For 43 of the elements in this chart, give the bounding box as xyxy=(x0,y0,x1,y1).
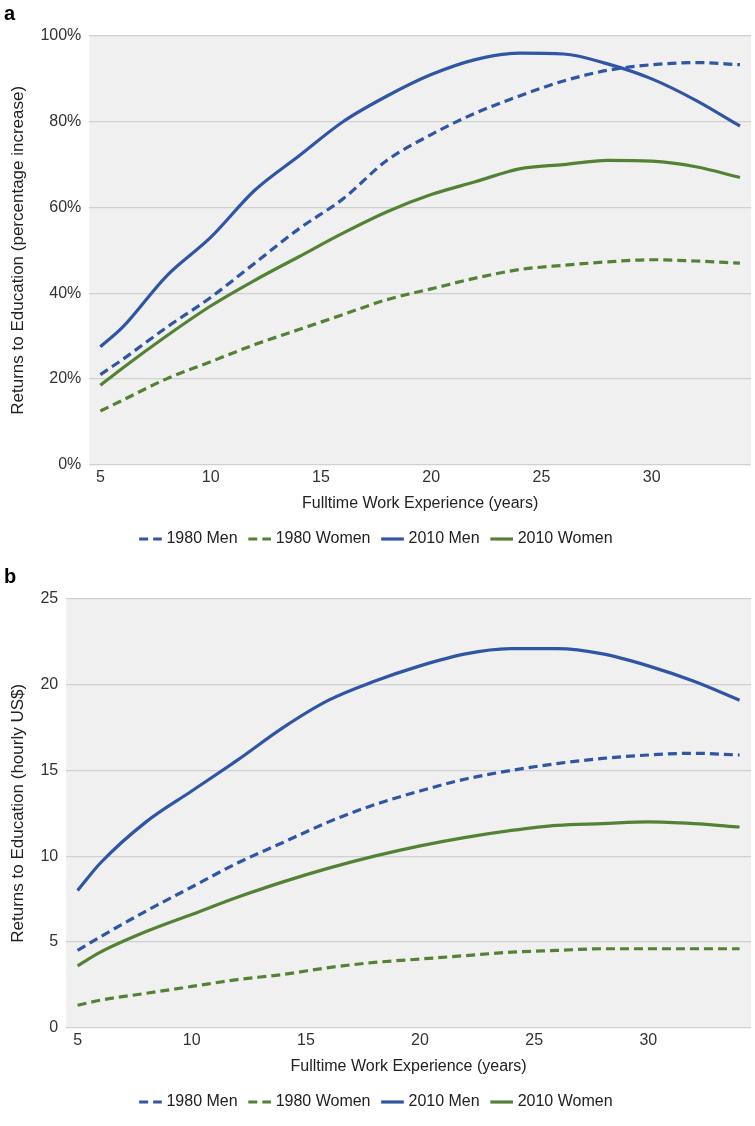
y-tick-label: 40% xyxy=(49,283,82,301)
legend-label: 2010 Women xyxy=(517,529,613,547)
line-series xyxy=(76,647,742,893)
line-series xyxy=(98,158,742,387)
legend-label: 2010 Men xyxy=(408,1092,480,1110)
x-tick-label: 25 xyxy=(532,467,551,485)
legend-label: 1980 Men xyxy=(166,529,238,547)
x-tick-label: 20 xyxy=(411,1030,430,1048)
x-tick-label: 25 xyxy=(525,1030,544,1048)
chart-title: a xyxy=(4,1,16,24)
x-tick-label: 30 xyxy=(642,467,661,485)
legend-label: 1980 Women xyxy=(275,1092,371,1110)
y-tick-label: 60% xyxy=(49,197,82,215)
legend-label: 2010 Women xyxy=(517,1092,613,1110)
x-tick-label: 20 xyxy=(422,467,441,485)
x-tick-label: 30 xyxy=(639,1030,658,1048)
y-tick-label: 15 xyxy=(40,760,59,778)
x-axis-title: Fulltime Work Experience (years) xyxy=(290,1056,527,1074)
chart-title: b xyxy=(4,564,17,587)
legend-label: 1980 Men xyxy=(166,1092,238,1110)
x-tick-label: 10 xyxy=(182,1030,201,1048)
y-tick-label: 80% xyxy=(49,112,82,130)
line-series xyxy=(98,258,742,413)
y-tick-label: 5 xyxy=(49,932,59,950)
legend-label: 2010 Men xyxy=(408,529,480,547)
x-tick-label: 10 xyxy=(201,467,220,485)
line-series xyxy=(76,947,742,1007)
y-tick-label: 0% xyxy=(58,455,82,473)
y-tick-label: 20% xyxy=(49,369,82,387)
legend-label: 1980 Women xyxy=(275,529,371,547)
y-tick-label: 100% xyxy=(40,26,82,44)
x-tick-label: 15 xyxy=(312,467,330,485)
line-series xyxy=(76,751,742,953)
y-axis-title: Returns to Education (percentage increase) xyxy=(7,85,27,415)
y-tick-label: 0 xyxy=(49,1018,59,1036)
line-series xyxy=(76,820,742,968)
x-tick-label: 5 xyxy=(95,467,105,485)
y-axis-title: Returns to Education (hourly US$) xyxy=(7,683,27,943)
x-tick-label: 15 xyxy=(296,1030,315,1048)
x-axis-title: Fulltime Work Experience (years) xyxy=(302,493,539,511)
y-tick-label: 20 xyxy=(40,675,59,693)
y-tick-label: 25 xyxy=(40,589,59,607)
y-tick-label: 10 xyxy=(40,846,59,864)
